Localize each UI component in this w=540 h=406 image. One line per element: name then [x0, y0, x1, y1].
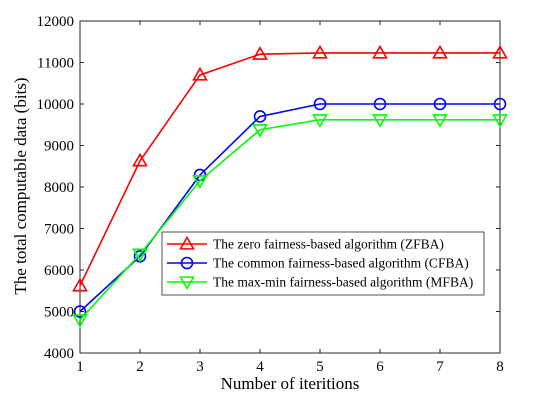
legend: The zero fairness-based algorithm (ZFBA)… — [161, 231, 485, 296]
data-point — [312, 44, 328, 59]
y-tick-label: 11000 — [37, 56, 74, 72]
y-tick-label: 12000 — [37, 14, 75, 30]
legend-swatch-marker — [180, 256, 194, 270]
legend-item: The max-min fairness-based algorithm (MF… — [167, 275, 473, 291]
data-point — [492, 44, 508, 59]
x-tick-label: 8 — [496, 359, 504, 375]
plot-frame — [79, 20, 501, 354]
data-point — [372, 114, 388, 128]
x-tick-label: 7 — [436, 359, 444, 375]
y-tick-label: 9000 — [44, 139, 74, 155]
legend-label: The zero fairness-based algorithm (ZFBA) — [213, 237, 444, 252]
data-point — [432, 114, 448, 128]
legend-swatch-marker — [179, 276, 195, 291]
y-tick-label: 10000 — [37, 97, 75, 113]
legend-label: The common fairness-based algorithm (CFB… — [213, 256, 469, 271]
legend-item: The zero fairness-based algorithm (ZFBA) — [167, 235, 444, 252]
y-tick-label: 6000 — [44, 263, 74, 279]
data-point — [73, 305, 87, 318]
plot-area — [79, 20, 501, 354]
series-1 — [72, 44, 508, 292]
x-tick-label: 1 — [76, 359, 84, 375]
data-point — [372, 44, 388, 59]
series-3 — [72, 114, 508, 328]
x-tick-label: 2 — [136, 359, 144, 375]
legend-box — [161, 231, 485, 296]
y-axis-title: The total computable data (bits) — [11, 77, 30, 294]
data-point — [252, 46, 268, 60]
x-axis: 1 2 3 4 5 6 7 8 — [76, 21, 504, 375]
y-tick-label: 5000 — [44, 305, 74, 321]
series-line — [79, 118, 500, 321]
x-tick-label: 4 — [256, 359, 264, 375]
y-axis: 4000 5000 6000 7000 8000 9000 10000 11000 12000 — [37, 14, 500, 362]
data-point — [313, 97, 327, 111]
x-tick-label: 6 — [376, 359, 384, 375]
series-line — [79, 52, 500, 287]
data-point — [132, 248, 148, 263]
x-axis-title: Number of iteritions — [221, 374, 360, 393]
y-tick-label: 4000 — [44, 346, 74, 362]
data-point — [72, 277, 88, 292]
data-point — [433, 97, 447, 111]
data-point — [132, 152, 148, 167]
data-point — [72, 314, 88, 328]
x-tick-label: 3 — [196, 359, 204, 375]
y-tick-label: 8000 — [44, 180, 74, 196]
series-layer — [72, 44, 508, 328]
data-point — [192, 175, 208, 189]
legend-item: The common fairness-based algorithm (CFB… — [167, 256, 469, 271]
data-point — [492, 114, 508, 128]
data-point — [432, 44, 448, 59]
data-point — [192, 66, 208, 81]
data-point — [252, 124, 268, 138]
legend-swatch-marker — [179, 235, 195, 250]
legend-label: The max-min fairness-based algorithm (MF… — [213, 275, 473, 290]
y-tick-label: 7000 — [44, 222, 74, 238]
data-point — [253, 110, 267, 123]
data-point — [493, 97, 507, 111]
data-point — [373, 97, 387, 111]
x-tick-label: 5 — [316, 359, 324, 375]
data-point — [312, 114, 328, 128]
